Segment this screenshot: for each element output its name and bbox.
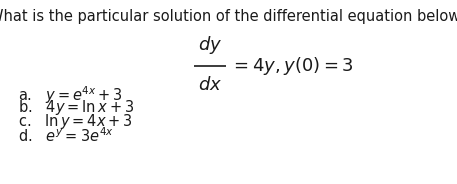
Text: $dy$: $dy$ [198,34,222,56]
Text: a.   $y = e^{4x} + 3$: a. $y = e^{4x} + 3$ [18,84,123,106]
Text: $= 4y, y(0) = 3$: $= 4y, y(0) = 3$ [230,55,354,77]
Text: b.   $4y = \ln x + 3$: b. $4y = \ln x + 3$ [18,98,134,117]
Text: c.   $\ln y = 4x + 3$: c. $\ln y = 4x + 3$ [18,112,133,131]
Text: $dx$: $dx$ [198,76,222,94]
Text: What is the particular solution of the differential equation below?: What is the particular solution of the d… [0,9,457,24]
Text: d.   $e^{y} = 3e^{4x}$: d. $e^{y} = 3e^{4x}$ [18,126,114,145]
